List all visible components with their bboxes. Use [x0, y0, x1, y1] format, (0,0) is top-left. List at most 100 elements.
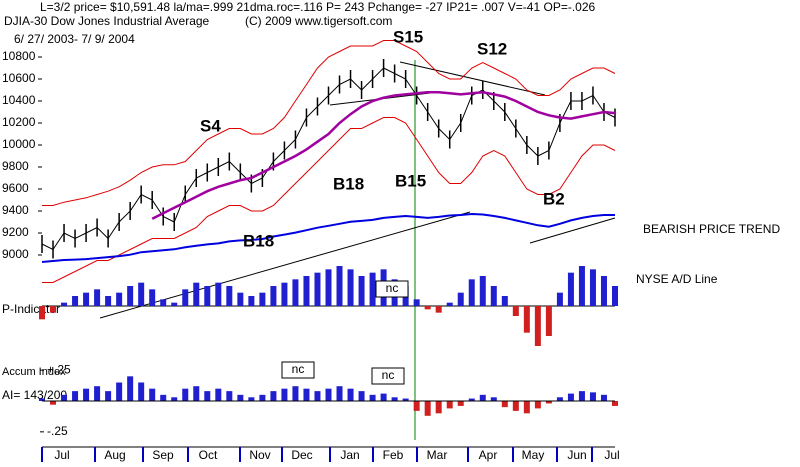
- annotation: BEARISH PRICE TREND: [643, 222, 780, 236]
- p-bar: [182, 289, 189, 306]
- accum-bar: [380, 393, 387, 401]
- ad-label: NYSE A/D Line: [636, 272, 718, 286]
- trend-line: [529, 217, 616, 244]
- accum-bar: [204, 391, 211, 401]
- annotation-box: [371, 367, 405, 385]
- accum-bar: [424, 401, 431, 416]
- p-bar: [237, 292, 244, 306]
- accum-bar: [83, 388, 90, 401]
- p-bar: [259, 292, 266, 306]
- p-bar: [281, 282, 288, 306]
- x-tick-label: Jan: [340, 448, 359, 462]
- accum-bar: [105, 391, 112, 401]
- accum-bar: [237, 394, 244, 401]
- y-tick-label: 9800: [2, 159, 29, 173]
- p-bar: [160, 299, 167, 306]
- p-bar: [358, 276, 365, 306]
- p-bar: [446, 302, 453, 306]
- p-bar: [303, 276, 310, 306]
- p-bar: [94, 289, 101, 306]
- p-bar: [215, 282, 222, 306]
- accum-bar: [534, 401, 541, 409]
- p-bar: [512, 306, 519, 316]
- accum-bar: [116, 382, 123, 401]
- p-bar: [61, 302, 68, 306]
- y-tick-label: 10400: [2, 93, 36, 107]
- accum-bar: [468, 398, 475, 401]
- accum-bar: [215, 388, 222, 401]
- accum-bar: [160, 394, 167, 401]
- band-line: [42, 117, 616, 283]
- accum-bar: [325, 388, 332, 401]
- y-tick-label: 10200: [2, 115, 36, 129]
- accum-bar: [248, 397, 255, 401]
- p-bar: [523, 306, 530, 333]
- annotation-box: [375, 280, 409, 298]
- x-tick-label: Dec: [291, 448, 312, 462]
- p-bar: [83, 292, 90, 306]
- p-bar: [138, 282, 145, 306]
- x-tick-label: Mar: [427, 448, 448, 462]
- p-bar: [193, 282, 200, 306]
- x-tick-label: Apr: [479, 448, 498, 462]
- p-bar: [39, 306, 45, 320]
- header-name: DJIA-30 Dow Jones Industrial Average: [4, 14, 210, 28]
- p-bar: [347, 269, 354, 306]
- p-bar: [50, 306, 57, 313]
- p-bar: [468, 279, 475, 306]
- accum-bar: [281, 388, 288, 401]
- annotation: S12: [477, 39, 507, 58]
- x-tick-label: Jul: [54, 448, 69, 462]
- accum-bar: [523, 401, 530, 414]
- p-bar: [567, 272, 574, 306]
- accum-bar: [578, 391, 585, 401]
- annotation: nc: [382, 368, 395, 382]
- x-tick-label: Sep: [152, 448, 174, 462]
- accum-bar: [402, 398, 409, 401]
- annotation: B15: [395, 171, 426, 190]
- header-copyright: (C) 2009 www.tigersoft.com: [245, 14, 392, 28]
- accum-bar: [347, 388, 354, 401]
- accum-bar: [457, 401, 464, 406]
- accum-bar: [193, 386, 200, 401]
- p-bar: [171, 302, 178, 306]
- annotation: B2: [543, 189, 565, 208]
- accum-sublabel: AI= 143/200: [2, 388, 67, 402]
- band-line: [42, 40, 616, 206]
- accum-bar: [336, 386, 343, 401]
- y-tick-label: 9200: [2, 225, 29, 239]
- annotation: nc: [292, 362, 305, 376]
- p-bar: [578, 266, 585, 306]
- accum-bar: [446, 401, 453, 409]
- p-bar: [336, 266, 343, 306]
- p-bar: [270, 286, 277, 306]
- accum-bar: [545, 401, 552, 404]
- p-bar: [413, 299, 420, 306]
- annotation-box: [281, 361, 315, 379]
- p-bar: [534, 306, 541, 346]
- p-bar: [600, 276, 607, 306]
- accum-bar: [435, 401, 442, 414]
- accum-bar: [358, 391, 365, 401]
- accum-bar: [589, 392, 596, 401]
- accum-bar: [391, 397, 398, 401]
- accum-bar: [270, 391, 277, 401]
- p-bar: [127, 286, 134, 306]
- annotation: B18: [333, 174, 364, 193]
- p-bar: [72, 296, 79, 306]
- accum-bar: [501, 401, 508, 408]
- p-bar: [292, 279, 299, 306]
- p-bar: [589, 269, 596, 306]
- annotation: S4: [200, 116, 221, 135]
- annotation: nc: [386, 281, 399, 295]
- y-tick-label: 9400: [2, 203, 29, 217]
- x-tick-label: May: [522, 448, 545, 462]
- accum-tick-label: +.25: [47, 362, 71, 376]
- p-bar: [314, 272, 321, 306]
- accum-bar: [61, 394, 68, 401]
- p-bar: [424, 306, 431, 310]
- x-tick-label: Nov: [249, 448, 270, 462]
- trend-line: [399, 61, 546, 96]
- accum-bar: [259, 394, 266, 401]
